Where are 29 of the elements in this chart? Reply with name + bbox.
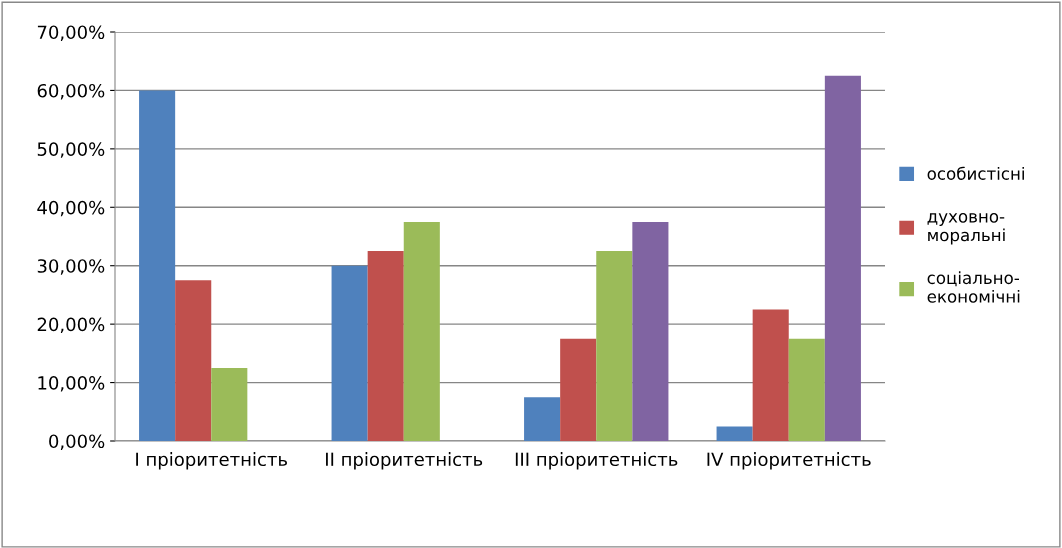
bar <box>175 280 212 441</box>
bar <box>139 90 176 441</box>
y-tick-label: 20,00% <box>37 317 105 334</box>
bar <box>752 309 789 441</box>
bar <box>788 338 825 441</box>
legend-label: соціально-економічні <box>927 271 1020 303</box>
bar <box>560 338 597 441</box>
bar <box>367 251 404 441</box>
bar <box>632 221 669 441</box>
bar <box>716 426 753 441</box>
y-tick-label: 50,00% <box>37 142 105 158</box>
x-tick-label: IV пріоритетність <box>707 452 871 470</box>
x-tick-label: III пріоритетність <box>515 452 678 470</box>
bar <box>331 265 368 441</box>
y-tick-label: 30,00% <box>37 259 105 275</box>
y-tick-label: 0,00% <box>49 434 105 450</box>
legend-label: духовно-моральні <box>927 213 1005 245</box>
bar <box>596 251 633 441</box>
y-tick-label: 40,00% <box>37 200 105 217</box>
bar <box>211 367 248 441</box>
y-tick-label: 70,00% <box>37 25 105 41</box>
bar <box>403 221 440 441</box>
legend-label: особистісні <box>927 166 1024 180</box>
bar <box>824 75 861 441</box>
x-tick-label: II пріоритетність <box>326 452 483 470</box>
bar <box>524 397 561 441</box>
y-tick-label: 60,00% <box>37 83 105 100</box>
x-tick-label: I пріоритетність <box>136 452 287 470</box>
y-tick-label: 10,00% <box>38 376 105 392</box>
